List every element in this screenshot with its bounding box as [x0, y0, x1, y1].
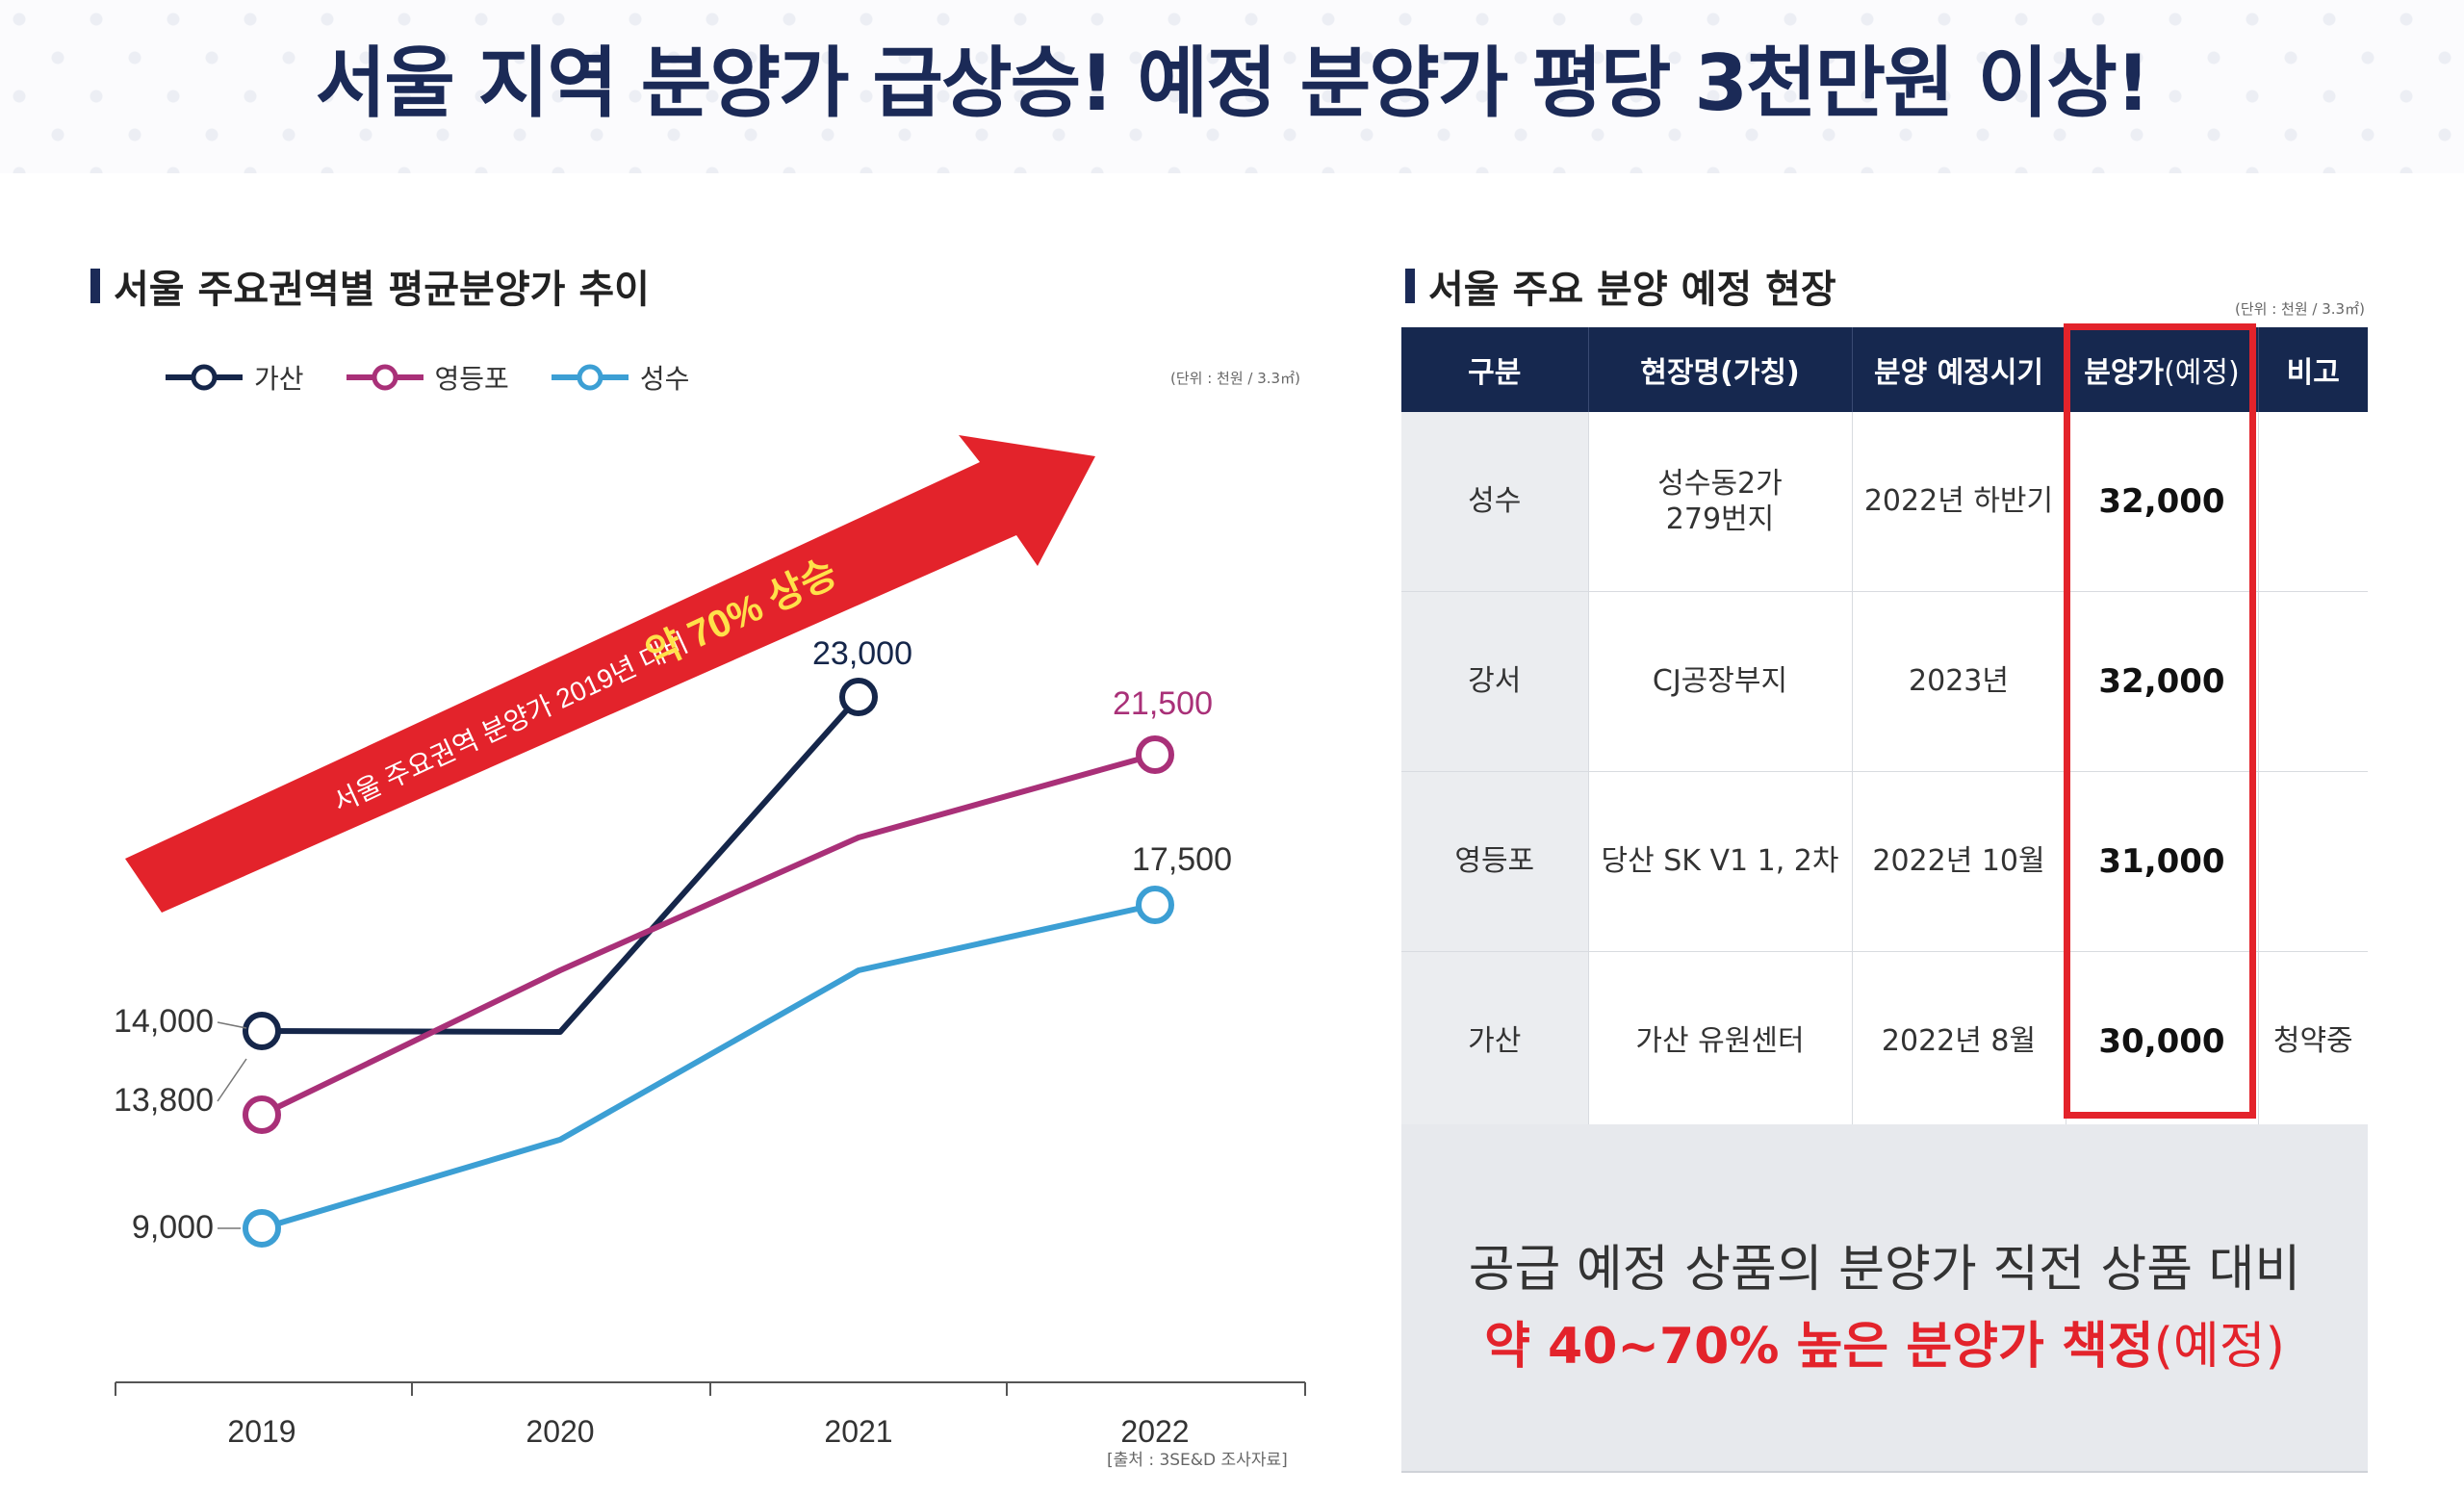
header-note: 비고: [2258, 327, 2368, 412]
data-label-leader: [217, 1058, 247, 1102]
cell-price: 32,000: [2066, 412, 2259, 592]
cell-period: 2023년: [1852, 591, 2066, 772]
cell-site: 당산 SK V1 1, 2차: [1588, 771, 1853, 952]
legend-marker-yeongdeungpo: [346, 364, 424, 391]
table-row: 영등포 당산 SK V1 1, 2차 2022년 10월 31,000: [1401, 771, 2368, 952]
header-price: 분양가(예정): [2066, 327, 2259, 412]
cell-price: 32,000: [2066, 591, 2259, 772]
growth-arrow-text: 서울 주요권역 분양가 2019년 대비 약 70% 상승: [328, 552, 843, 818]
data-label: 9,000: [132, 1209, 214, 1246]
legend-item-yeongdeungpo: 영등포: [345, 358, 509, 397]
header-pattern-band: [0, 0, 2464, 173]
x-tick-label: 2020: [526, 1414, 594, 1449]
data-point-marker: [1136, 886, 1174, 924]
cell-note: [2258, 771, 2368, 952]
legend-marker-gasan: [166, 364, 243, 391]
legend-label-gasan: 가산: [254, 363, 304, 395]
page-title: 서울 지역 분양가 급상승! 예정 분양가 평당 3천만원 이상!: [315, 39, 2151, 128]
chart-section-title: 서울 주요권역별 평균분양가 추이: [90, 258, 650, 314]
growth-arrow: 서울 주요권역 분양가 2019년 대비 약 70% 상승: [125, 435, 1095, 913]
cell-region: 강서: [1401, 591, 1589, 772]
cell-period: 2022년 10월: [1852, 771, 2066, 952]
line-chart: 서울 주요권역 분양가 2019년 대비 약 70% 상승 2019 2020 20…: [114, 435, 1306, 1449]
table-section-title-text: 서울 주요 분양 예정 현장: [1428, 268, 1836, 312]
cell-note: [2258, 591, 2368, 772]
data-label: 17,500: [1132, 841, 1232, 878]
cell-period: 2022년 8월: [1852, 951, 2066, 1132]
chart-section-title-text: 서울 주요권역별 평균분양가 추이: [114, 268, 650, 312]
header-region: 구분: [1401, 327, 1589, 412]
cell-period: 2022년 하반기: [1852, 412, 2066, 592]
cell-site-line1: 성수동2가: [1657, 466, 1783, 501]
sites-table: 구분 현장명(가칭) 분양 예정시기 분양가(예정) 비고 성수 성수동2가 27…: [1401, 327, 2368, 1132]
summary-line2: 약 40~70% 높은 분양가 책정(예정): [1401, 1305, 2368, 1378]
data-label: 23,000: [812, 635, 912, 672]
cell-site: CJ공장부지: [1588, 591, 1853, 772]
series-line-영등포: [260, 752, 1156, 1118]
table-row: 성수 성수동2가 279번지 2022년 하반기 32,000: [1401, 412, 2368, 592]
data-point-marker: [1136, 735, 1174, 774]
summary-line2-sub: (예정): [2153, 1318, 2285, 1376]
data-label: 21,500: [1113, 685, 1213, 722]
header-period: 분양 예정시기: [1852, 327, 2066, 412]
title-marker: [1405, 269, 1415, 303]
table-row: 강서 CJ공장부지 2023년 32,000: [1401, 591, 2368, 772]
data-point-marker: [243, 1209, 281, 1248]
header-price-main: 분양가: [2084, 356, 2165, 390]
cell-note: [2258, 412, 2368, 592]
table-unit-note: (단위 : 천원 / 3.3㎡): [2235, 300, 2365, 318]
x-tick-label: 2019: [227, 1414, 295, 1449]
legend-item-gasan: 가산: [164, 358, 304, 397]
data-point-marker: [839, 678, 878, 716]
summary-line2-main: 약 40~70% 높은 분양가 책정: [1484, 1318, 2154, 1376]
x-tick-label: 2021: [824, 1414, 892, 1449]
summary-line1: 공급 예정 상품의 분양가 직전 상품 대비: [1468, 1241, 2301, 1299]
cell-region: 성수: [1401, 412, 1589, 592]
table-section-title: 서울 주요 분양 예정 현장: [1405, 258, 1836, 314]
series-line-가산: [261, 695, 861, 1035]
cell-price: 30,000: [2066, 951, 2259, 1132]
chart-legend: 가산 영등포 성수: [164, 358, 730, 397]
title-marker: [90, 269, 100, 303]
summary-box: 공급 예정 상품의 분양가 직전 상품 대비 약 40~70% 높은 분양가 책…: [1401, 1124, 2368, 1473]
cell-region: 영등포: [1401, 771, 1589, 952]
legend-label-seongsu: 성수: [639, 363, 690, 395]
data-point-marker: [243, 1095, 281, 1134]
data-label-leader: [217, 1021, 247, 1029]
table-row: 가산 가산 유원센터 2022년 8월 30,000 청약중: [1401, 951, 2368, 1132]
cell-region: 가산: [1401, 951, 1589, 1132]
series-line-성수: [261, 902, 1156, 1231]
legend-item-seongsu: 성수: [550, 358, 690, 397]
cell-site: 가산 유원센터: [1588, 951, 1853, 1132]
x-tick-label: 2022: [1120, 1414, 1189, 1449]
data-point-marker: [243, 1012, 281, 1050]
table-header-row: 구분 현장명(가칭) 분양 예정시기 분양가(예정) 비고: [1401, 327, 2368, 412]
sites-table-wrap: 구분 현장명(가칭) 분양 예정시기 분양가(예정) 비고 성수 성수동2가 27…: [1401, 327, 2368, 1132]
legend-label-yeongdeungpo: 영등포: [434, 363, 509, 395]
cell-price: 31,000: [2066, 771, 2259, 952]
data-label: 13,800: [114, 1082, 214, 1119]
data-label: 14,000: [114, 1003, 214, 1040]
header-site: 현장명(가칭): [1588, 327, 1853, 412]
legend-marker-seongsu: [551, 364, 629, 391]
cell-site-line2: 279번지: [1665, 502, 1775, 536]
chart-source-note: [출처 : 3SE&D 조사자료]: [1107, 1451, 1288, 1470]
arrow-text-small: 서울 주요권역 분양가 2019년 대비: [328, 628, 692, 818]
header-price-sub: (예정): [2164, 356, 2240, 390]
chart-unit-note: (단위 : 천원 / 3.3㎡): [1170, 370, 1300, 387]
growth-arrow-shape: [125, 435, 1095, 913]
cell-note: 청약중: [2258, 951, 2368, 1132]
cell-site: 성수동2가 279번지: [1588, 412, 1853, 592]
